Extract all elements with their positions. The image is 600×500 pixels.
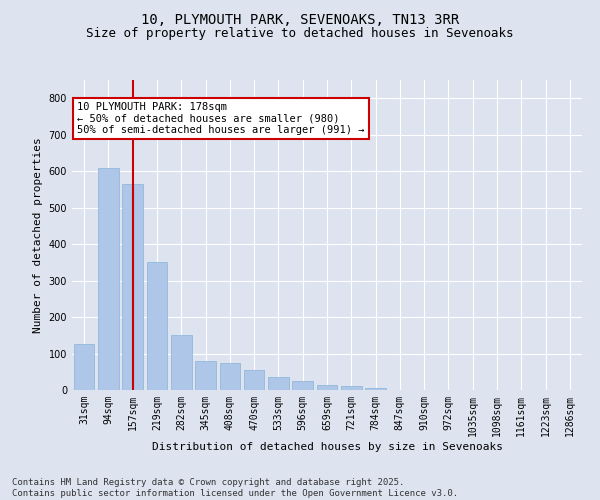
Y-axis label: Number of detached properties: Number of detached properties <box>33 137 43 333</box>
Text: 10 PLYMOUTH PARK: 178sqm
← 50% of detached houses are smaller (980)
50% of semi-: 10 PLYMOUTH PARK: 178sqm ← 50% of detach… <box>77 102 364 135</box>
Bar <box>341 386 362 390</box>
Text: 10, PLYMOUTH PARK, SEVENOAKS, TN13 3RR: 10, PLYMOUTH PARK, SEVENOAKS, TN13 3RR <box>141 12 459 26</box>
Text: Size of property relative to detached houses in Sevenoaks: Size of property relative to detached ho… <box>86 28 514 40</box>
Bar <box>365 388 386 390</box>
Bar <box>98 168 119 390</box>
Bar <box>122 184 143 390</box>
Bar <box>146 262 167 390</box>
Bar <box>317 384 337 390</box>
X-axis label: Distribution of detached houses by size in Sevenoaks: Distribution of detached houses by size … <box>151 442 503 452</box>
Bar <box>220 362 240 390</box>
Bar <box>74 344 94 390</box>
Bar <box>171 336 191 390</box>
Bar <box>292 381 313 390</box>
Bar <box>244 370 265 390</box>
Bar <box>268 377 289 390</box>
Bar <box>195 361 216 390</box>
Text: Contains HM Land Registry data © Crown copyright and database right 2025.
Contai: Contains HM Land Registry data © Crown c… <box>12 478 458 498</box>
